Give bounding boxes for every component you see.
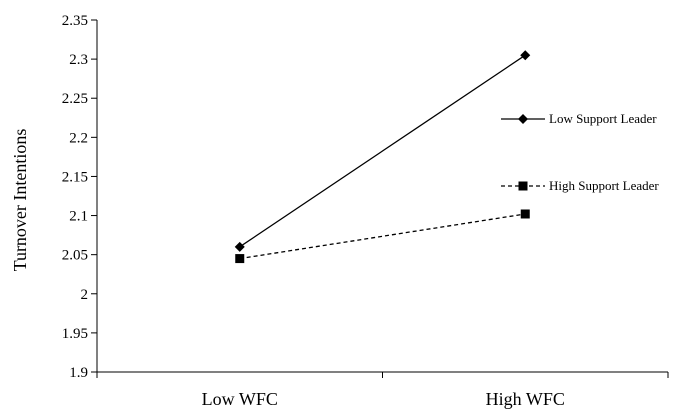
data-point xyxy=(520,209,530,219)
y-tick-label: 2.35 xyxy=(62,13,88,29)
legend-item: Low Support Leader xyxy=(501,111,657,126)
series-2 xyxy=(235,209,530,264)
legend-marker xyxy=(518,114,528,124)
legend-item: High Support Leader xyxy=(501,178,659,193)
y-tick-label: 2.2 xyxy=(69,130,88,146)
legend-label: Low Support Leader xyxy=(549,111,657,126)
y-tick-label: 2.1 xyxy=(69,209,88,225)
y-tick-label: 1.95 xyxy=(62,326,88,342)
x-category-label: Low WFC xyxy=(202,389,278,409)
y-tick-label: 1.9 xyxy=(69,365,88,381)
y-tick-label: 2.3 xyxy=(69,52,88,68)
y-tick-label: 2 xyxy=(81,287,89,303)
legend-marker xyxy=(518,181,528,191)
data-point xyxy=(520,50,531,61)
x-axis: Low WFC High WFC xyxy=(96,371,669,409)
legend: Low Support Leader High Support Leader xyxy=(501,111,659,193)
x-category-label: High WFC xyxy=(486,389,565,409)
series-1 xyxy=(234,50,531,252)
y-axis: 1.9 1.95 2 2.05 2.1 2.15 2.2 2.25 2.3 2.35 xyxy=(62,13,98,381)
data-point xyxy=(235,254,245,264)
y-tick-label: 2.15 xyxy=(62,169,88,185)
series-layer xyxy=(234,50,531,264)
y-axis-title: Turnover Intentions xyxy=(10,129,30,272)
y-tick-label: 2.05 xyxy=(62,248,88,264)
y-tick-label: 2.25 xyxy=(62,91,88,107)
legend-label: High Support Leader xyxy=(549,178,659,193)
series-line xyxy=(239,213,526,260)
data-point xyxy=(234,241,245,252)
series-line xyxy=(239,54,526,248)
